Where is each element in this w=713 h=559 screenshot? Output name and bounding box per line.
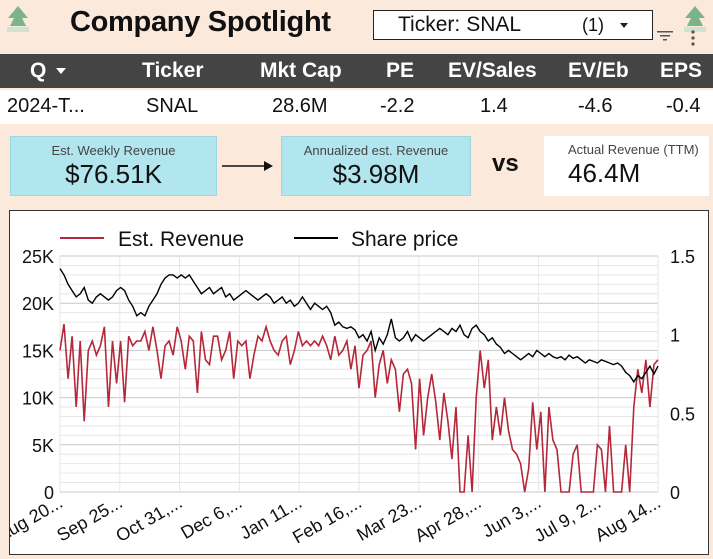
y-left-tick-label: 0: [44, 483, 54, 503]
annualized-revenue-card: Annualized est. Revenue $3.98M: [281, 136, 471, 196]
table-header: Q Ticker Mkt Cap PE EV/Sales EV/Eb EPS: [0, 54, 713, 88]
x-tick-label: Jul 9, 2...: [531, 492, 604, 546]
vs-label: vs: [492, 150, 519, 177]
x-tick-label: Feb 16,...: [289, 492, 365, 547]
weekly-revenue-value: $76.51K: [65, 159, 162, 189]
sort-caret-icon[interactable]: [56, 68, 66, 76]
y-axis-right: 0 0.5 1 1.5: [670, 247, 695, 503]
column-header-eps: EPS: [660, 59, 703, 82]
x-axis: Aug 20...Sep 25...Oct 31,...Dec 6,...Jan…: [0, 492, 664, 547]
ticker-filter-value: SNAL: [466, 13, 522, 36]
legend-label-price: Share price: [351, 228, 458, 251]
y-left-tick-label: 15K: [22, 341, 54, 361]
x-tick-label: Apr 28,...: [411, 492, 484, 546]
actual-revenue-card: Actual Revenue (TTM) 46.4M: [544, 136, 709, 196]
x-tick-label: Aug 14...: [592, 492, 664, 545]
cell-ev-sales: 1.4: [480, 95, 508, 117]
x-tick-label: Dec 6,...: [177, 492, 245, 543]
x-tick-label: Aug 20...: [10, 492, 66, 545]
annualized-revenue-value: $3.98M: [332, 159, 420, 189]
y-axis-left: 0 5K 10K 15K 20K 25K: [22, 247, 54, 503]
series-line-est-revenue: [59, 323, 659, 493]
y-left-tick-label: 10K: [22, 389, 54, 409]
page-title: Company Spotlight: [70, 6, 331, 38]
chart-legend: Est. Revenue Share price: [60, 228, 458, 251]
y-left-tick-label: 25K: [22, 247, 54, 267]
y-left-tick-label: 20K: [22, 294, 54, 314]
column-header-q[interactable]: Q: [30, 59, 47, 82]
chart-svg: Est. Revenue Share price 0 5K 10K 15K 20K 25K…: [0, 228, 695, 547]
x-tick-label: Mar 23...: [353, 492, 425, 545]
column-header-mkt-cap: Mkt Cap: [260, 59, 342, 82]
dropdown-caret-icon[interactable]: [620, 23, 628, 28]
weekly-revenue-card: Est. Weekly Revenue $76.51K: [10, 136, 217, 196]
y-right-tick-label: 0: [670, 483, 680, 503]
x-tick-label: Oct 31,...: [112, 492, 185, 546]
kebab-menu-icon[interactable]: [690, 30, 696, 46]
legend-label-revenue: Est. Revenue: [118, 228, 244, 251]
y-left-tick-label: 5K: [32, 436, 54, 456]
arrow-right-icon: [222, 161, 273, 171]
logo-icon: [684, 6, 706, 32]
column-header-pe: PE: [386, 59, 415, 82]
weekly-revenue-label: Est. Weekly Revenue: [51, 143, 176, 158]
cell-eps: -0.4: [666, 95, 701, 117]
y-right-tick-label: 1: [670, 326, 680, 346]
ticker-filter-count: (1): [582, 15, 604, 35]
cell-q: 2024-T...: [7, 95, 85, 117]
y-right-tick-label: 0.5: [670, 404, 695, 424]
series-line-share-price: [59, 268, 659, 384]
filter-icon[interactable]: [657, 30, 673, 42]
column-header-ev-sales: EV/Sales: [448, 59, 537, 82]
annualized-revenue-label: Annualized est. Revenue: [303, 143, 449, 158]
cell-ticker: SNAL: [146, 95, 199, 117]
ticker-filter-dropdown[interactable]: Ticker: SNAL (1): [373, 10, 653, 40]
column-header-ev-eb: EV/Eb: [568, 59, 629, 82]
column-header-ticker: Ticker: [142, 59, 204, 82]
x-tick-label: Sep 25...: [53, 492, 125, 545]
chart-grid: [59, 255, 659, 493]
actual-revenue-label: Actual Revenue (TTM): [568, 142, 699, 157]
actual-revenue-value: 46.4M: [568, 158, 641, 188]
table-row: 2024-T... SNAL 28.6M -2.2 1.4 -4.6 -0.4: [0, 90, 713, 124]
cell-pe: -2.2: [380, 95, 415, 117]
cell-mkt-cap: 28.6M: [272, 95, 328, 117]
logo-icon: [7, 6, 29, 32]
ticker-filter-label: Ticker:: [398, 13, 461, 36]
revenue-price-chart: Est. Revenue Share price 0 5K 10K 15K 20K 25K…: [0, 210, 709, 555]
y-right-tick-label: 1.5: [670, 247, 695, 267]
cell-ev-eb: -4.6: [578, 95, 613, 117]
